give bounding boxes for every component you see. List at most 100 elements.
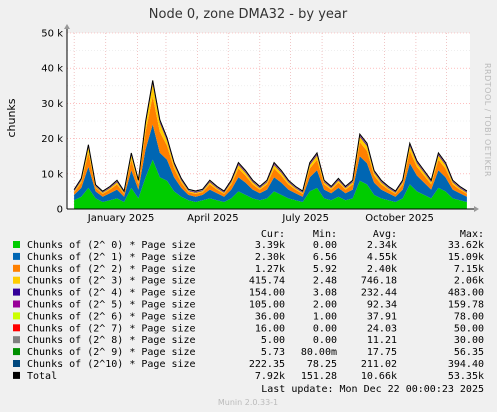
x-tick-label: October 2025: [365, 213, 434, 224]
legend-column-header: Cur:: [261, 229, 285, 240]
y-axis-label: chunks: [5, 98, 18, 137]
legend-value: 17.75: [367, 347, 397, 358]
legend-series-name: Total: [27, 371, 57, 382]
legend-swatch: [13, 324, 20, 332]
legend-value: 37.91: [367, 311, 397, 322]
legend-value: 7.15k: [454, 264, 484, 275]
legend-value: 15.09k: [448, 252, 484, 263]
legend-value: 2.00: [313, 300, 337, 311]
legend-value: 746.18: [361, 276, 397, 287]
legend-value: 394.40: [448, 359, 484, 370]
legend-value: 483.00: [448, 288, 484, 299]
x-tick-label: July 2025: [281, 213, 329, 224]
legend-swatch: [13, 252, 20, 260]
legend-value: 53.35k: [448, 371, 484, 382]
legend-value: 24.03: [367, 323, 397, 334]
legend-value: 0.00: [313, 335, 337, 346]
legend-swatch: [13, 241, 20, 248]
legend-value: 3.08: [313, 288, 337, 299]
legend-value: 222.35: [249, 359, 285, 370]
legend-swatch: [13, 276, 20, 284]
stacked-areas: [73, 80, 468, 209]
legend-value: 80.00m: [301, 347, 337, 358]
legend-value: 232.44: [361, 288, 397, 299]
legend-value: 33.62k: [448, 240, 484, 251]
axes: 0 10 k 20 k 30 k 40 k 50 k January 2025 April 2…: [41, 24, 479, 224]
y-tick-label: 50 k: [41, 29, 63, 40]
legend-value: 5.92: [313, 264, 337, 275]
legend-value: 159.78: [448, 300, 484, 311]
x-tick-label: April 2025: [187, 213, 238, 224]
legend-swatch: [13, 264, 20, 272]
x-tick-label: January 2025: [87, 213, 155, 224]
legend-value: 16.00: [255, 323, 285, 334]
legend-value: 105.00: [249, 300, 285, 311]
y-tick-label: 20 k: [41, 134, 63, 145]
legend-value: 154.00: [249, 288, 285, 299]
legend-value: 30.00: [454, 335, 484, 346]
legend-swatch: [13, 336, 20, 344]
y-tick-label: 10 k: [41, 169, 63, 180]
legend-value: 151.28: [301, 371, 337, 382]
series-area: [74, 159, 467, 209]
legend-value: 2.30k: [255, 252, 285, 263]
legend-series-name: Chunks of (2^ 9) * Page size: [27, 347, 196, 358]
legend-value: 7.92k: [255, 371, 285, 382]
legend-swatch: [13, 288, 20, 296]
y-axis-arrow: [64, 24, 70, 29]
legend-column-header: Max:: [460, 229, 484, 240]
legend-value: 78.00: [454, 311, 484, 322]
legend-value: 92.34: [367, 300, 397, 311]
y-tick-label: 40 k: [41, 64, 63, 75]
rrdtool-watermark: RRDTOOL / TOBI OETIKER: [483, 63, 492, 177]
legend-swatch: [13, 360, 20, 367]
legend-value: 415.74: [249, 276, 285, 287]
series-area: [74, 96, 467, 197]
legend-value: 3.39k: [255, 240, 285, 251]
legend-series-name: Chunks of (2^ 6) * Page size: [27, 311, 196, 322]
legend-swatch: [13, 348, 20, 356]
legend-series-name: Chunks of (2^ 2) * Page size: [27, 264, 196, 275]
y-tick-label: 0: [57, 205, 63, 216]
legend-series-name: Chunks of (2^ 0) * Page size: [27, 240, 196, 251]
legend-value: 5.00: [261, 335, 285, 346]
grid: [67, 32, 470, 209]
legend-value: 50.00: [454, 323, 484, 334]
legend-value: 1.00: [313, 311, 337, 322]
y-tick-label: 30 k: [41, 99, 63, 110]
legend-value: 56.35: [454, 347, 484, 358]
legend-value: 2.34k: [367, 240, 397, 251]
legend: Cur: Min: Avg: Max: Chunks of (2^ 0) * Page …: [13, 229, 484, 382]
series-area: [74, 124, 467, 202]
chart-title: Node 0, zone DMA32 - by year: [149, 7, 348, 22]
legend-swatch: [13, 312, 20, 320]
legend-value: 10.66k: [361, 371, 397, 382]
legend-swatch: [13, 300, 20, 308]
legend-value: 0.00: [313, 240, 337, 251]
legend-value: 0.00: [313, 323, 337, 334]
legend-value: 1.27k: [255, 264, 285, 275]
legend-value: 4.55k: [367, 252, 397, 263]
legend-series-name: Chunks of (2^ 8) * Page size: [27, 335, 196, 346]
legend-column-header: Min:: [313, 229, 337, 240]
legend-value: 5.73: [261, 347, 285, 358]
legend-series-name: Chunks of (2^ 3) * Page size: [27, 276, 196, 287]
legend-value: 2.40k: [367, 264, 397, 275]
legend-swatch: [13, 371, 20, 379]
legend-value: 211.02: [361, 359, 397, 370]
legend-column-header: Avg:: [373, 229, 397, 240]
munin-version: Munin 2.0.33-1: [218, 398, 278, 407]
legend-series-name: Chunks of (2^ 5) * Page size: [27, 300, 196, 311]
legend-series-name: Chunks of (2^ 1) * Page size: [27, 252, 196, 263]
legend-value: 6.56: [313, 252, 337, 263]
legend-value: 78.25: [307, 359, 337, 370]
legend-series-name: Chunks of (2^ 4) * Page size: [27, 288, 196, 299]
legend-series-name: Chunks of (2^10) * Page size: [27, 359, 196, 370]
legend-value: 2.06k: [454, 276, 484, 287]
legend-value: 11.21: [367, 335, 397, 346]
legend-value: 36.00: [255, 311, 285, 322]
legend-series-name: Chunks of (2^ 7) * Page size: [27, 323, 196, 334]
x-axis-arrow: [474, 206, 479, 212]
total-line: [73, 80, 468, 193]
